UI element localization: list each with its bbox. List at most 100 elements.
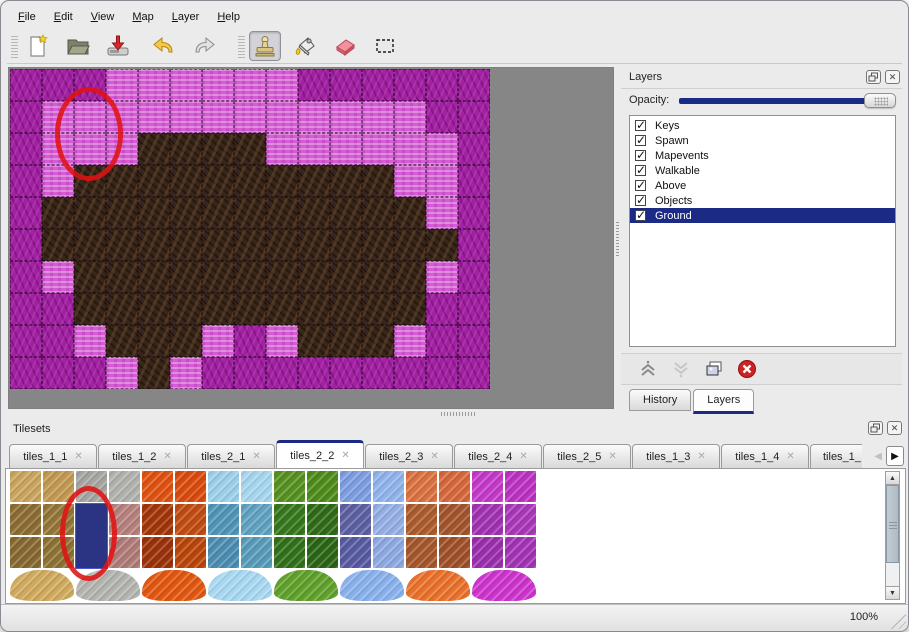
map-tile[interactable] <box>234 133 266 165</box>
float-panel-button[interactable] <box>866 70 881 84</box>
tileset-tile[interactable] <box>10 570 74 601</box>
layer-visible-checkbox[interactable]: ✓ <box>635 148 647 162</box>
map-tile[interactable] <box>74 293 106 325</box>
tab-close-icon[interactable]: ✕ <box>163 451 172 462</box>
scroll-tabs-right-button[interactable]: ▶ <box>886 446 904 466</box>
tileset-tile[interactable] <box>10 471 41 502</box>
tileset-tile[interactable] <box>373 537 404 568</box>
tileset-tile[interactable] <box>175 504 206 535</box>
new-file-button[interactable] <box>22 31 54 61</box>
map-tile[interactable] <box>106 261 138 293</box>
map-tile[interactable] <box>266 293 298 325</box>
map-tile[interactable] <box>330 293 362 325</box>
tileset-tile[interactable] <box>208 471 239 502</box>
map-tile[interactable] <box>298 133 330 165</box>
toolbar-handle[interactable] <box>11 34 18 58</box>
map-tile[interactable] <box>106 325 138 357</box>
opacity-slider-handle[interactable] <box>864 93 896 108</box>
redo-button[interactable] <box>188 31 220 61</box>
map-tile[interactable] <box>234 101 266 133</box>
map-tile[interactable] <box>74 261 106 293</box>
map-tile[interactable] <box>362 133 394 165</box>
map-tile[interactable] <box>42 325 74 357</box>
map-tile[interactable] <box>170 357 202 389</box>
eraser-tool-button[interactable] <box>329 31 361 61</box>
tileset-tile[interactable] <box>142 504 173 535</box>
map-tile[interactable] <box>202 197 234 229</box>
map-tile[interactable] <box>234 69 266 101</box>
layer-visible-checkbox[interactable]: ✓ <box>635 208 647 222</box>
layer-row-mapevents[interactable]: ✓ Mapevents <box>630 148 895 163</box>
tileset-tile[interactable] <box>274 504 305 535</box>
tileset-tile[interactable] <box>208 570 272 601</box>
tileset-tab-tiles_1_[interactable]: tiles_1_✕ <box>810 444 862 468</box>
map-tile[interactable] <box>458 69 490 101</box>
map-tile[interactable] <box>362 293 394 325</box>
map-tile[interactable] <box>138 261 170 293</box>
map-tile[interactable] <box>138 229 170 261</box>
map-tile[interactable] <box>42 261 74 293</box>
tileset-tile[interactable] <box>505 471 536 502</box>
map-tile[interactable] <box>330 133 362 165</box>
map-tile[interactable] <box>74 197 106 229</box>
lower-layer-button[interactable] <box>668 356 694 382</box>
float-panel-button[interactable] <box>868 421 883 435</box>
menu-map[interactable]: Map <box>132 11 154 23</box>
resize-grip[interactable] <box>890 613 906 629</box>
map-tile[interactable] <box>394 229 426 261</box>
layer-visible-checkbox[interactable]: ✓ <box>635 178 647 192</box>
map-tile[interactable] <box>458 357 490 389</box>
map-tile[interactable] <box>458 229 490 261</box>
map-tile[interactable] <box>330 101 362 133</box>
map-tile[interactable] <box>362 197 394 229</box>
tileset-tab-tiles_2_2[interactable]: tiles_2_2 ✕ <box>276 440 364 468</box>
map-tile[interactable] <box>266 261 298 293</box>
raise-layer-button[interactable] <box>635 356 661 382</box>
map-tile[interactable] <box>426 293 458 325</box>
tileset-tile[interactable] <box>274 570 338 601</box>
tileset-tile[interactable] <box>472 504 503 535</box>
layer-row-ground[interactable]: ✓ Ground <box>630 208 895 223</box>
map-canvas[interactable] <box>10 69 490 389</box>
map-tile[interactable] <box>170 69 202 101</box>
map-tile[interactable] <box>170 165 202 197</box>
map-tile[interactable] <box>330 229 362 261</box>
tileset-tile[interactable] <box>373 504 404 535</box>
tileset-tile[interactable] <box>472 471 503 502</box>
undo-button[interactable] <box>148 31 180 61</box>
tileset-tile[interactable] <box>439 537 470 568</box>
tileset-tile[interactable] <box>340 471 371 502</box>
map-tile[interactable] <box>10 69 42 101</box>
scroll-down-button[interactable]: ▼ <box>886 586 899 599</box>
map-tile[interactable] <box>362 261 394 293</box>
map-tile[interactable] <box>426 69 458 101</box>
map-tile[interactable] <box>234 165 266 197</box>
map-tile[interactable] <box>426 101 458 133</box>
tileset-tab-tiles_1_3[interactable]: tiles_1_3 ✕ <box>632 444 720 468</box>
tileset-tab-tiles_1_1[interactable]: tiles_1_1 ✕ <box>9 444 97 468</box>
tileset-tile[interactable] <box>406 570 470 601</box>
map-tile[interactable] <box>298 165 330 197</box>
map-tile[interactable] <box>330 197 362 229</box>
tileset-scrollbar[interactable]: ▲ ▼ <box>885 471 900 600</box>
layer-visible-checkbox[interactable]: ✓ <box>635 133 647 147</box>
map-tile[interactable] <box>170 229 202 261</box>
map-tile[interactable] <box>394 325 426 357</box>
tileset-tile[interactable] <box>208 537 239 568</box>
tileset-tile[interactable] <box>10 537 41 568</box>
map-tile[interactable] <box>362 357 394 389</box>
vertical-splitter[interactable] <box>614 67 621 409</box>
select-tool-button[interactable] <box>369 31 401 61</box>
map-tile[interactable] <box>138 293 170 325</box>
map-tile[interactable] <box>10 261 42 293</box>
map-tile[interactable] <box>234 197 266 229</box>
menu-help[interactable]: Help <box>217 11 240 23</box>
opacity-slider[interactable] <box>679 93 896 108</box>
tab-layers[interactable]: Layers <box>693 389 755 414</box>
map-tile[interactable] <box>138 325 170 357</box>
map-tile[interactable] <box>266 229 298 261</box>
tileset-tab-tiles_2_3[interactable]: tiles_2_3 ✕ <box>365 444 453 468</box>
tileset-tile[interactable] <box>406 471 437 502</box>
duplicate-layer-button[interactable] <box>701 356 727 382</box>
map-tile[interactable] <box>426 197 458 229</box>
